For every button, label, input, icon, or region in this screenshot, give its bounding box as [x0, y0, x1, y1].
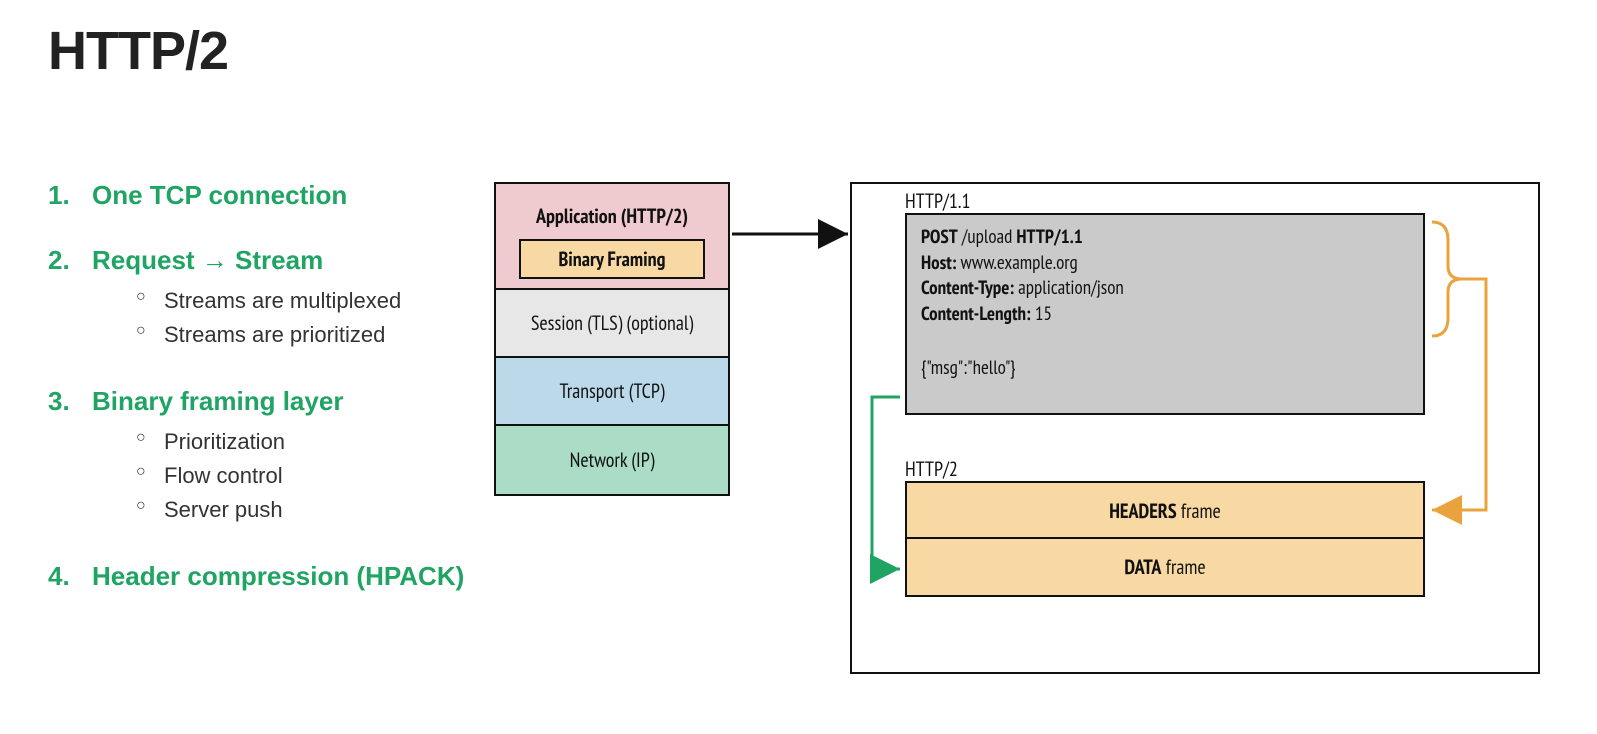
binary-framing-box: Binary Framing [519, 239, 705, 279]
list-number: 1. [48, 180, 92, 211]
stack-layer-session: Session (TLS) (optional) [496, 290, 728, 358]
sublist-item: Server push [136, 493, 468, 527]
http-line: Content-Length: 15 [921, 302, 1409, 328]
application-label: Application (HTTP/2) [536, 203, 688, 229]
http-line: Host: www.example.org [921, 251, 1409, 277]
list-number: 3. [48, 386, 92, 417]
http2-frames-box: HEADERS frame DATA frame [905, 481, 1425, 597]
feature-list: 1.One TCP connection 2.Request → Stream … [48, 180, 468, 626]
sublist-item: Streams are multiplexed [136, 284, 468, 318]
http11-label: HTTP/1.1 [905, 188, 970, 214]
http-line: POST /upload HTTP/1.1 [921, 225, 1409, 251]
stack-layer-network: Network (IP) [496, 426, 728, 494]
sublist: Streams are multiplexed Streams are prio… [136, 284, 468, 352]
http2-label: HTTP/2 [905, 456, 958, 482]
stack-layer-application: Application (HTTP/2) Binary Framing [496, 184, 728, 290]
list-item: 1.One TCP connection [48, 180, 468, 211]
protocol-stack: Application (HTTP/2) Binary Framing Sess… [494, 182, 730, 496]
list-heading: Binary framing layer [92, 386, 343, 416]
headers-frame-row: HEADERS frame [907, 483, 1423, 539]
list-heading: One TCP connection [92, 180, 347, 210]
sublist-item: Prioritization [136, 425, 468, 459]
list-item: 3.Binary framing layer Prioritization Fl… [48, 386, 468, 527]
sublist-item: Streams are prioritized [136, 318, 468, 352]
list-number: 4. [48, 561, 92, 592]
http11-request-box: POST /upload HTTP/1.1 Host: www.example.… [905, 213, 1425, 415]
page-title: HTTP/2 [48, 20, 228, 82]
sublist: Prioritization Flow control Server push [136, 425, 468, 527]
http-body: {"msg":"hello"} [921, 356, 1409, 382]
list-item: 4.Header compression (HPACK) [48, 561, 468, 592]
sublist-item: Flow control [136, 459, 468, 493]
list-heading: Request → Stream [92, 245, 323, 275]
list-item: 2.Request → Stream Streams are multiplex… [48, 245, 468, 352]
data-frame-row: DATA frame [907, 539, 1423, 595]
http-line: Content-Type: application/json [921, 276, 1409, 302]
list-heading: Header compression (HPACK) [92, 561, 464, 591]
stack-layer-transport: Transport (TCP) [496, 358, 728, 426]
list-number: 2. [48, 245, 92, 276]
